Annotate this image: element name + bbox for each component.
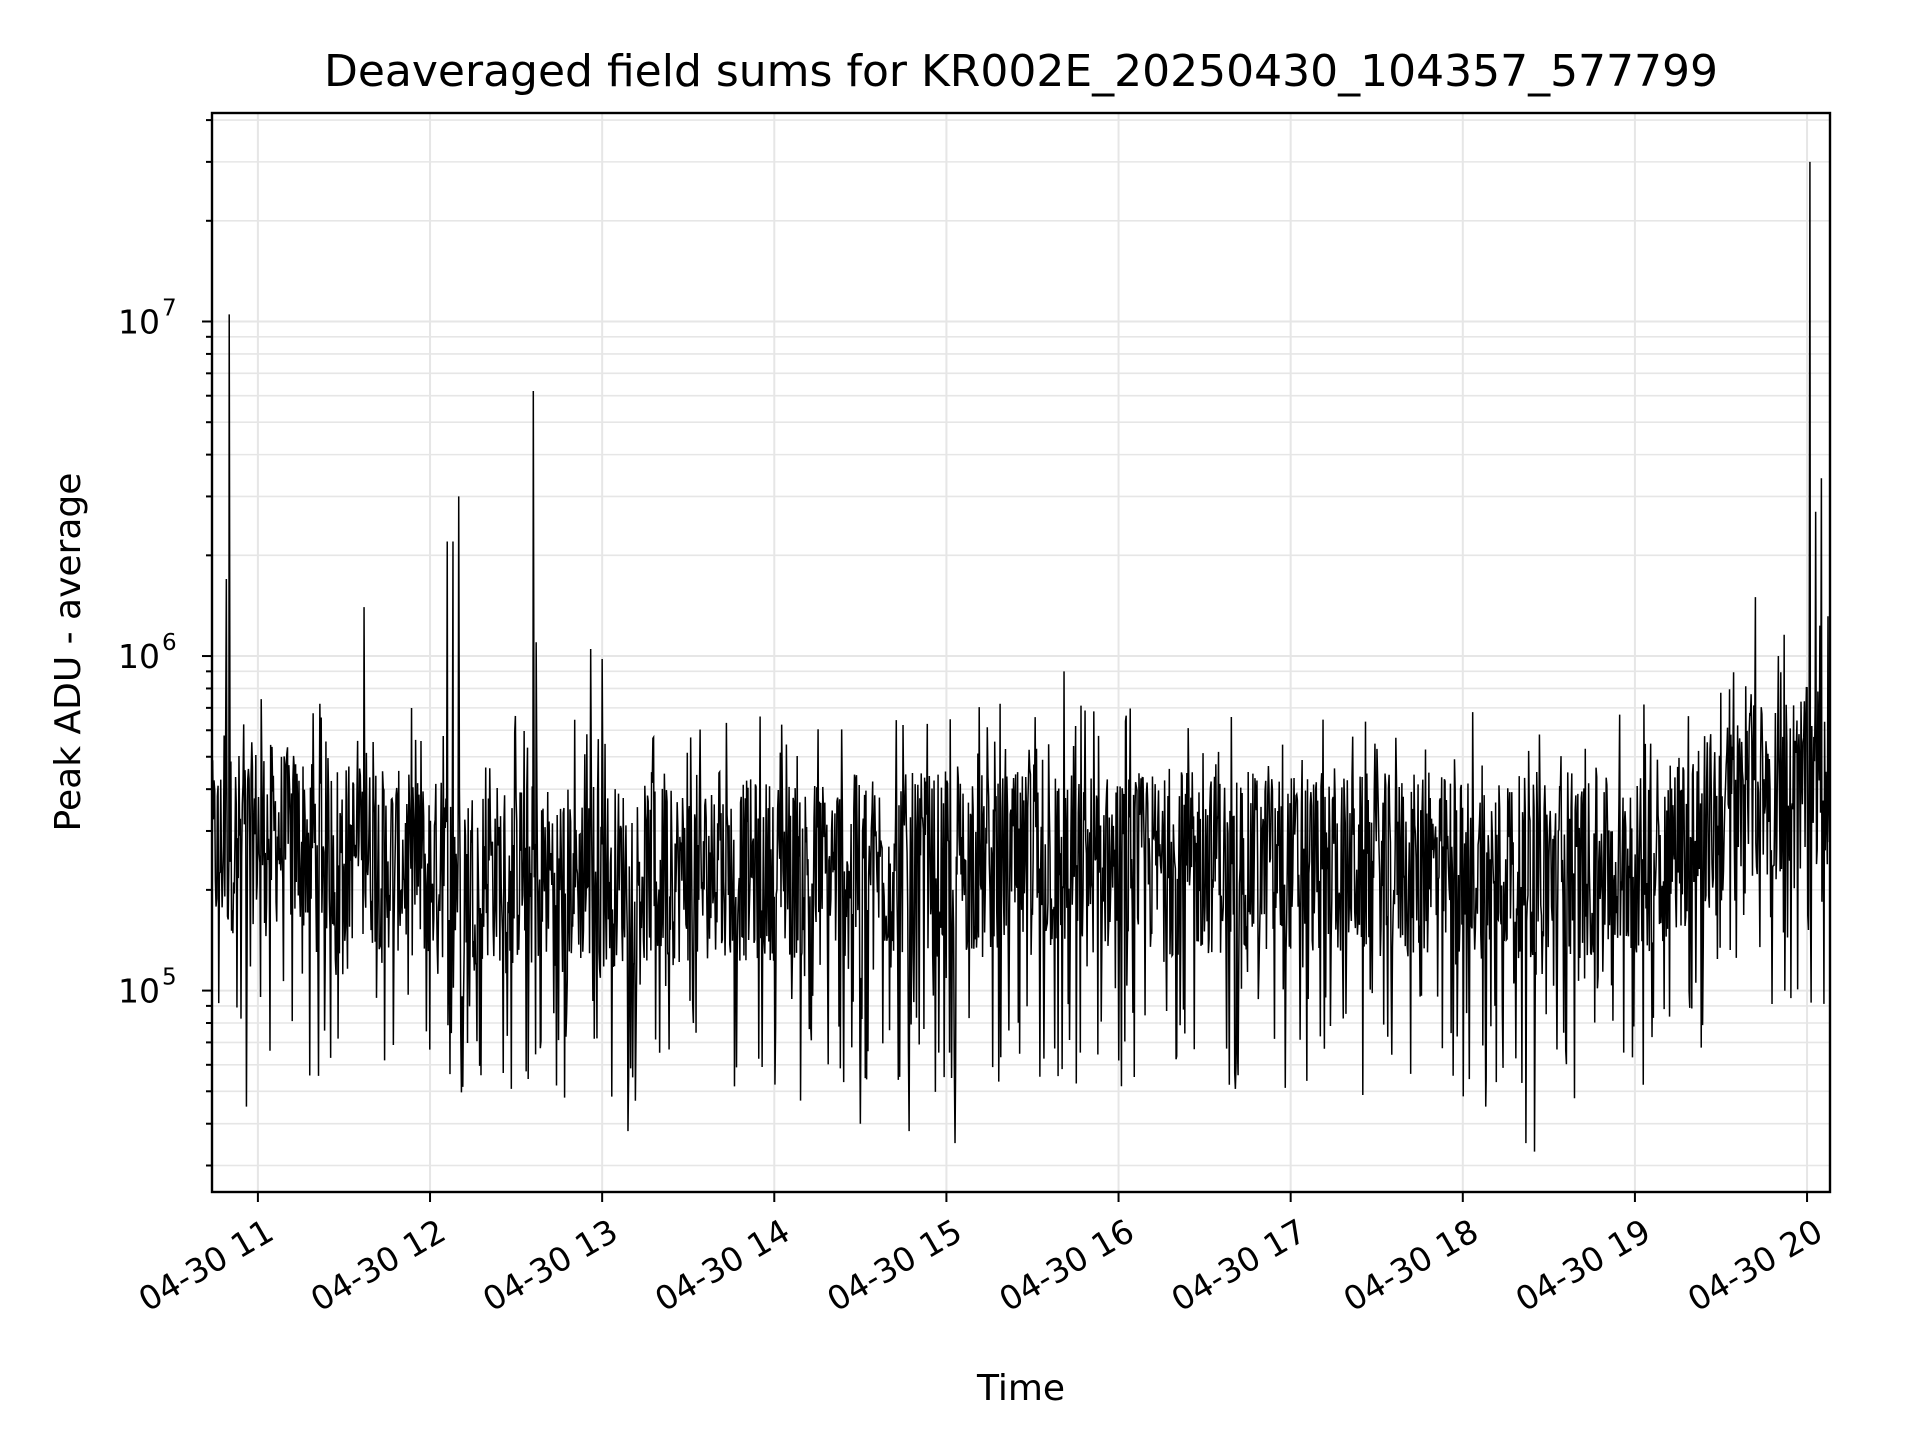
data-layer [211, 161, 1831, 1152]
y-tick-label: 10 [118, 972, 160, 1011]
y-tick-exponent: 5 [162, 965, 177, 991]
x-axis-label: Time [976, 1368, 1065, 1409]
chart-title: Deaveraged field sums for KR002E_2025043… [324, 46, 1718, 97]
y-axis-label: Peak ADU - average [48, 473, 89, 832]
y-tick-exponent: 7 [162, 296, 177, 322]
y-tick-label: 10 [118, 637, 160, 676]
plot-frame [210, 111, 1832, 1194]
series-line [211, 161, 1831, 1152]
y-tick-label: 10 [118, 303, 160, 342]
y-tick-exponent: 6 [162, 630, 177, 656]
